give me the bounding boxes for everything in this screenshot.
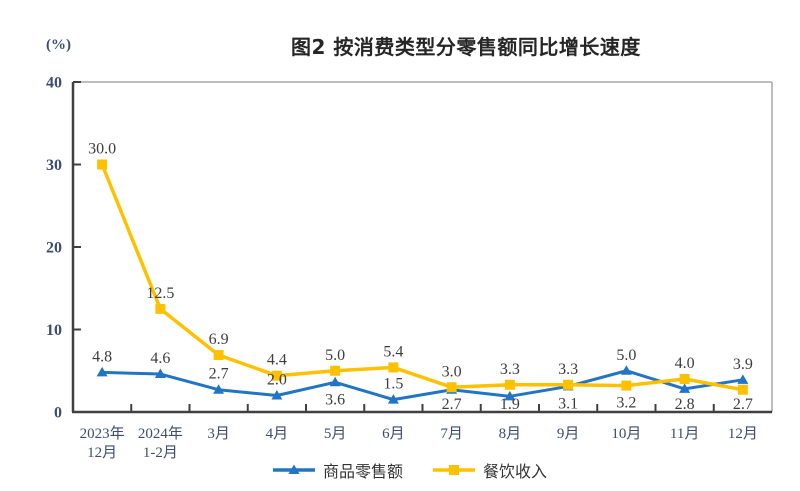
series-line-0 xyxy=(102,369,744,402)
x-tick-label: 5月 xyxy=(324,426,347,442)
series-1-point-marker xyxy=(271,370,282,381)
x-tick-label: 8月 xyxy=(499,426,522,442)
x-tick-label: 11月 xyxy=(670,426,699,442)
data-label: 4.8 xyxy=(92,348,112,365)
data-label: 5.0 xyxy=(616,347,636,364)
x-tick-label: 9月 xyxy=(557,426,580,442)
x-tick-label: 12月 xyxy=(728,426,758,442)
data-label: 1.9 xyxy=(500,396,520,413)
series-line-1 xyxy=(100,163,744,392)
series-1-point-marker xyxy=(388,362,399,373)
series-1-point-marker xyxy=(737,384,748,395)
data-label: 3.0 xyxy=(442,363,462,380)
series-0-point-marker xyxy=(679,383,691,393)
data-label: 4.6 xyxy=(150,350,170,367)
data-label: 1.5 xyxy=(383,376,403,393)
data-label: 2.7 xyxy=(442,396,462,413)
data-label: 12.5 xyxy=(146,285,174,302)
series-0-point-marker xyxy=(329,376,341,387)
y-tick-label: 20 xyxy=(46,240,62,257)
chart-legend: 商品零售额 餐饮收入 xyxy=(0,458,800,482)
series-1-point-marker xyxy=(155,303,166,314)
series-0-point-marker xyxy=(387,394,399,404)
series-1-point-marker xyxy=(97,159,108,170)
x-tick-label: 7月 xyxy=(440,426,463,442)
legend-item-1: 餐饮收入 xyxy=(433,458,547,482)
data-label: 3.3 xyxy=(558,361,578,378)
data-label: 30.0 xyxy=(88,141,116,158)
x-tick-label: 6月 xyxy=(382,426,405,442)
y-tick-label: 30 xyxy=(46,157,62,174)
data-label: 3.1 xyxy=(558,395,578,412)
x-tick-label: 4月 xyxy=(266,426,289,442)
data-label: 5.0 xyxy=(325,347,345,364)
data-label: 5.4 xyxy=(383,343,403,360)
line-chart-plot: 0 10 20 30 40 2023年 12月 2024年 1-2月 3月 4月 5月 6月 7月 8月 9月… xyxy=(46,75,773,460)
data-label: 2.7 xyxy=(733,396,753,413)
legend-label-0: 商品零售额 xyxy=(322,464,403,481)
data-label: 4.0 xyxy=(675,355,695,372)
series-1-point-marker xyxy=(679,374,690,384)
data-label: 4.4 xyxy=(267,352,287,369)
chart-title: 图2 按消费类型分零售额同比增长速度 xyxy=(291,35,641,59)
y-axis-unit-label: (%) xyxy=(46,37,71,53)
data-label: 2.8 xyxy=(675,396,695,413)
series-0-point-marker xyxy=(154,368,166,379)
x-tick-label: 1-2月 xyxy=(143,445,178,460)
square-marker-icon xyxy=(433,465,475,475)
data-label: 6.9 xyxy=(209,331,229,348)
legend-label-1: 餐饮收入 xyxy=(483,464,548,481)
series-0-point-marker xyxy=(96,366,108,377)
series-1-point-marker xyxy=(213,350,224,361)
x-tick-label: 10月 xyxy=(611,426,641,442)
series-1-point-marker xyxy=(504,379,515,390)
y-tick-label: 40 xyxy=(46,75,62,92)
data-label: 2.0 xyxy=(267,372,287,389)
data-label: 2.7 xyxy=(209,366,229,383)
y-tick-label: 10 xyxy=(46,322,62,339)
x-tick-label: 2023年 xyxy=(80,425,125,442)
y-tick-label: 0 xyxy=(54,405,62,422)
series-1-point-marker xyxy=(446,382,457,393)
data-label: 3.6 xyxy=(325,391,345,408)
series-0-point-marker xyxy=(504,390,516,401)
series-0-point-marker xyxy=(213,384,225,394)
data-label: 3.2 xyxy=(616,395,636,412)
series-0-point-marker xyxy=(620,365,632,375)
series-0-point-marker xyxy=(271,390,283,400)
triangle-marker-icon xyxy=(272,464,315,474)
data-label: 3.3 xyxy=(500,361,520,378)
series-1-point-marker xyxy=(563,379,574,390)
x-tick-label: 12月 xyxy=(87,445,117,460)
series-0-point-marker xyxy=(737,374,749,384)
series-1-point-marker xyxy=(621,380,632,391)
x-tick-label: 3月 xyxy=(207,426,230,442)
data-label: 3.9 xyxy=(733,356,753,373)
series-1-point-marker xyxy=(330,365,341,376)
x-tick-label: 2024年 xyxy=(138,425,183,442)
legend-item-0: 商品零售额 xyxy=(272,458,403,482)
